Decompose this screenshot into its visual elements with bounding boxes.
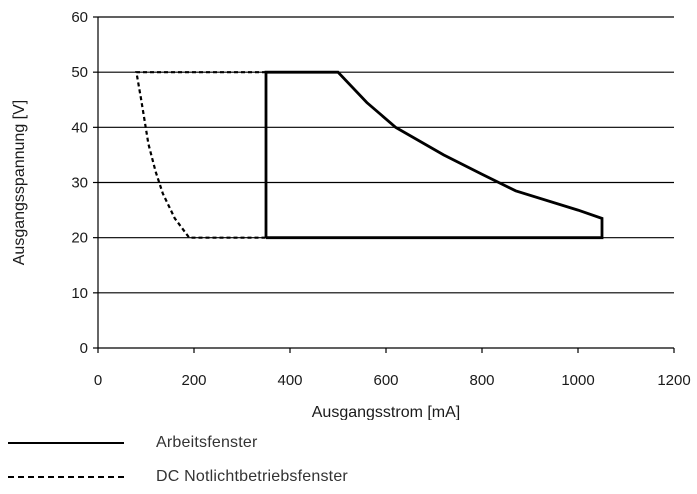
y-tick-label: 30 bbox=[71, 175, 88, 192]
solid-line-swatch bbox=[8, 442, 124, 444]
x-tick-label: 600 bbox=[373, 372, 398, 389]
series-line-dc-notlichtbetriebsfenster bbox=[135, 71, 266, 239]
x-tick-label: 1200 bbox=[657, 372, 690, 389]
y-tick-label: 20 bbox=[71, 230, 88, 247]
legend-label: DC Notlichtbetriebsfenster bbox=[156, 468, 348, 485]
x-axis-label: Ausgangsstrom [mA] bbox=[312, 404, 461, 420]
y-tick-label: 0 bbox=[80, 340, 88, 357]
x-tick-label: 800 bbox=[469, 372, 494, 389]
series-lines bbox=[135, 70, 604, 240]
legend-label: Arbeitsfenster bbox=[156, 434, 258, 451]
legend-item-dc-notlicht: DC Notlichtbetriebsfenster bbox=[8, 460, 348, 494]
y-axis-label: Ausgangsspannung [V] bbox=[11, 100, 28, 265]
axes bbox=[93, 16, 675, 353]
x-tick-label: 200 bbox=[181, 372, 206, 389]
y-tick-label: 50 bbox=[71, 64, 88, 81]
x-tick-label: 1000 bbox=[561, 372, 594, 389]
legend-item-arbeitsfenster: Arbeitsfenster bbox=[8, 426, 348, 460]
legend: Arbeitsfenster DC Notlichtbetriebsfenste… bbox=[8, 426, 348, 494]
y-tick-label: 40 bbox=[71, 119, 88, 136]
y-tick-label: 60 bbox=[71, 9, 88, 26]
y-tick-label: 10 bbox=[71, 285, 88, 302]
x-tick-label: 400 bbox=[277, 372, 302, 389]
dashed-line-swatch bbox=[8, 476, 124, 478]
x-tick-label: 0 bbox=[94, 372, 102, 389]
series-line-arbeitsfenster bbox=[264, 70, 604, 240]
gridlines bbox=[98, 16, 674, 294]
